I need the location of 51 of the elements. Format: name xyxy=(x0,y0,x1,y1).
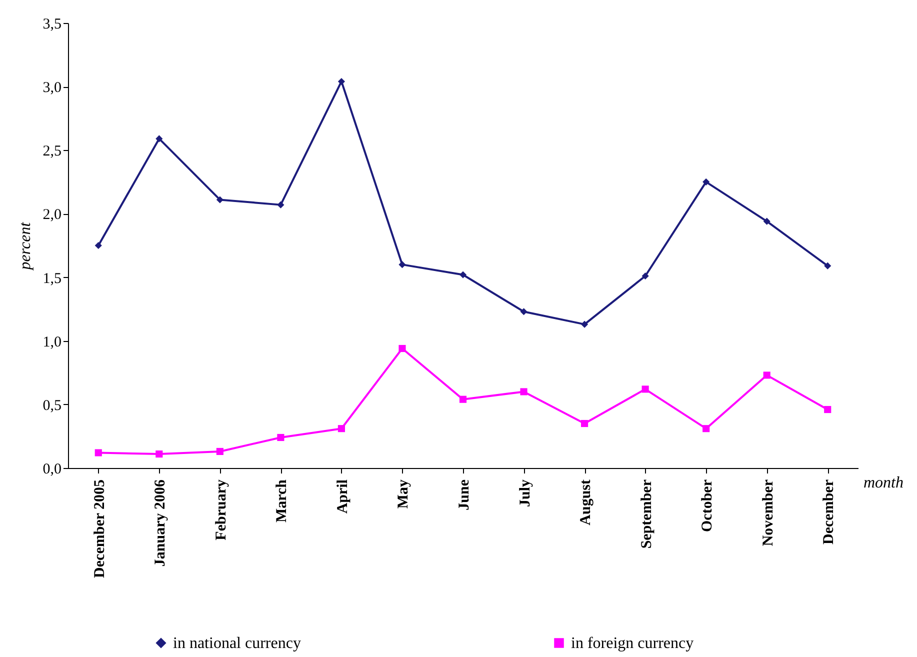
point xyxy=(94,449,102,456)
x-tick-label: December xyxy=(821,479,838,544)
point xyxy=(216,196,224,204)
y-tick-label: 1,0 xyxy=(42,334,62,350)
point xyxy=(824,262,832,270)
y-tick-label: 0,0 xyxy=(42,462,62,478)
y-tick-label: 0,5 xyxy=(42,398,62,414)
point xyxy=(642,272,649,280)
y-tick-label: 1,5 xyxy=(42,270,62,287)
y-axis-title: percent xyxy=(16,222,34,271)
point xyxy=(581,420,588,428)
x-tick-label: September xyxy=(638,479,655,549)
point xyxy=(94,242,102,250)
x-tick-label: January 2006 xyxy=(152,479,169,567)
point xyxy=(156,450,163,458)
point xyxy=(763,372,770,379)
point xyxy=(581,320,588,328)
x-tick-label: October xyxy=(700,479,716,532)
point xyxy=(398,261,406,268)
point xyxy=(459,396,467,403)
point xyxy=(459,271,467,278)
point xyxy=(338,425,345,432)
point xyxy=(216,448,224,456)
point xyxy=(763,218,770,225)
y-tick-label: 2,5 xyxy=(42,144,62,160)
point xyxy=(702,425,710,432)
y-tick-label: 3,5 xyxy=(42,16,62,32)
point xyxy=(338,78,345,86)
legend-label: in national currency xyxy=(173,635,301,652)
point xyxy=(520,308,528,316)
legend-label: in foreign currency xyxy=(571,635,694,652)
point xyxy=(702,178,710,186)
y-tick-label: 2,0 xyxy=(42,207,62,224)
x-tick-label: December 2005 xyxy=(92,480,108,578)
x-tick-label: August xyxy=(578,480,594,526)
x-tick-label: May xyxy=(396,479,412,509)
x-tick-label: July xyxy=(517,479,534,508)
x-tick-label: November xyxy=(760,479,776,546)
point xyxy=(277,201,284,208)
point xyxy=(398,344,406,352)
x-axis-title: month xyxy=(864,474,904,492)
x-tick-label: February xyxy=(213,479,230,540)
point xyxy=(642,386,649,393)
x-tick-label: April xyxy=(334,480,351,514)
point xyxy=(520,388,528,396)
point xyxy=(156,135,163,142)
y-tick-label: 3,0 xyxy=(42,80,62,96)
point xyxy=(277,434,284,442)
x-tick-label: March xyxy=(274,478,290,523)
x-tick-label: June xyxy=(456,479,472,510)
point xyxy=(824,406,832,414)
